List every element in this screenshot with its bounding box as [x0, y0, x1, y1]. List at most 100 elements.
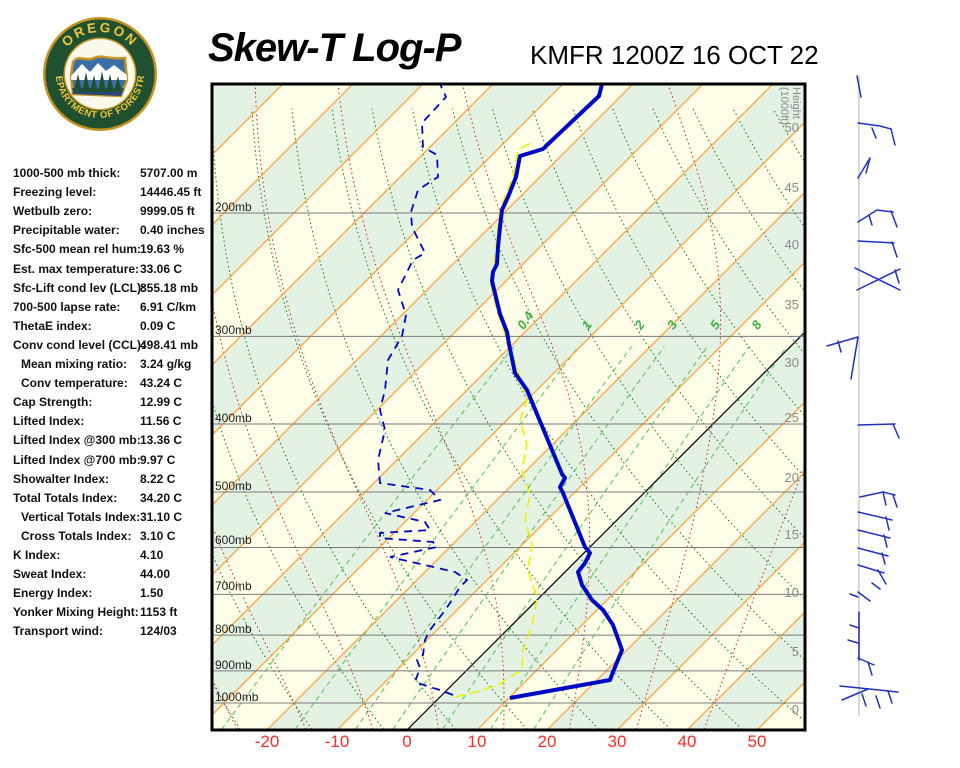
index-value: 13.36 C	[140, 433, 183, 448]
index-value: 3.24 g/kg	[140, 357, 192, 371]
wind-barb	[857, 122, 892, 130]
temp-tick-label: 50	[748, 732, 767, 751]
isotherm	[686, 611, 805, 730]
isotherm	[212, 84, 494, 366]
wind-barb	[861, 693, 867, 707]
wind-barb	[857, 240, 895, 244]
wind-barb	[849, 593, 859, 598]
isotherm	[212, 84, 354, 226]
index-label: Cap Strength:	[13, 395, 93, 410]
wind-barb	[881, 552, 886, 565]
height-label: 0	[792, 702, 799, 717]
mountains	[71, 63, 127, 80]
height-label: 40	[785, 237, 799, 252]
index-value: 9999.05 ft	[140, 204, 195, 219]
index-value: 12.99 C	[140, 395, 183, 410]
height-axis-title: Height	[790, 87, 802, 119]
index-row: Est. max temperature: 33.06 C	[13, 262, 213, 281]
index-row: Transport wind: 124/03	[13, 624, 213, 643]
wind-barb	[837, 340, 842, 353]
isotherm	[266, 191, 805, 730]
isotherm	[212, 84, 214, 86]
isotherm	[212, 84, 704, 576]
index-value: 0.40 inches	[140, 223, 205, 238]
index-label: ThetaE index:	[13, 318, 92, 333]
isotherm	[212, 84, 424, 296]
wind-barb	[882, 491, 887, 506]
index-label: Vertical Totals Index:	[21, 509, 141, 524]
index-value: 5707.00 m	[140, 166, 198, 180]
index-row: Sfc-500 mean rel hum: 19.63 %	[13, 242, 213, 261]
temp-tick-label: 0	[402, 732, 411, 751]
height-label: 10	[785, 585, 799, 600]
index-value: 44.00	[140, 567, 171, 582]
index-label: Wetbulb zero:	[13, 204, 93, 219]
index-row: Yonker Mixing Height: 1153 ft	[13, 605, 213, 624]
index-label: Yonker Mixing Height:	[13, 605, 139, 620]
pressure-label: 600mb	[215, 533, 252, 547]
isotherm	[212, 84, 634, 506]
index-row: ThetaE index: 0.09 C	[13, 319, 213, 338]
index-label: Lifted Index @700 mb:	[13, 452, 141, 467]
wind-barb	[894, 269, 900, 284]
temp-tick-label: -20	[255, 732, 280, 751]
wind-barb	[847, 639, 859, 644]
index-row: Conv temperature: 43.24 C	[13, 376, 213, 395]
index-label: Conv cond level (CCL):	[13, 337, 146, 352]
wind-barb	[883, 534, 888, 548]
temp-tick-label: 40	[678, 732, 697, 751]
index-row: Energy Index: 1.50	[13, 586, 213, 605]
index-label: Sweat Index:	[13, 567, 87, 582]
wind-barb	[892, 423, 900, 439]
pressure-label: 500mb	[215, 479, 252, 493]
height-label: 25	[785, 410, 799, 425]
index-row: Conv cond level (CCL): 498.41 mb	[13, 338, 213, 357]
wind-barb	[865, 157, 871, 174]
index-row: Freezing level: 14446.45 ft	[13, 185, 213, 204]
index-row: Lifted Index @300 mb: 13.36 C	[13, 433, 213, 452]
wind-barbs	[826, 75, 901, 716]
index-label: Conv temperature:	[21, 376, 128, 391]
profiles	[377, 84, 624, 700]
index-value: 33.06 C	[140, 261, 183, 276]
index-value: 855.18 mb	[140, 280, 199, 295]
isotherm	[212, 84, 774, 646]
index-row: K Index: 4.10	[13, 548, 213, 567]
wind-barb	[892, 494, 898, 508]
index-label: Est. max temperature:	[13, 261, 140, 276]
odf-logo: OREGON DEPARTMENT OF FORESTRY	[40, 14, 157, 131]
index-label: Lifted Index @300 mb:	[13, 433, 141, 448]
index-row: Sweat Index: 44.00	[13, 567, 213, 586]
index-value: 0.09 C	[140, 318, 176, 333]
height-label: 45	[785, 180, 799, 195]
wind-barb	[890, 128, 896, 146]
isotherms	[212, 84, 805, 730]
index-label: Sfc-500 mean rel hum:	[13, 242, 142, 257]
index-value: 19.63 %	[140, 242, 185, 257]
temp-tick-label: 30	[608, 732, 627, 751]
index-row: Cross Totals Index: 3.10 C	[13, 529, 213, 548]
wind-barb	[841, 688, 869, 701]
zero-isotherm	[406, 331, 805, 730]
wind-barb	[826, 336, 859, 347]
wind-barb	[857, 547, 889, 557]
index-row: Wetbulb zero: 9999.05 ft	[13, 204, 213, 223]
wind-barb	[868, 214, 873, 226]
temp-tick-label: 10	[468, 732, 487, 751]
wind-barb	[877, 569, 887, 585]
wind-barb	[887, 690, 893, 704]
station-datetime: KMFR 1200Z 16 OCT 22	[530, 40, 819, 70]
isotherm	[546, 471, 805, 730]
index-label: Cross Totals Index:	[21, 528, 132, 543]
index-label: Energy Index:	[13, 586, 93, 601]
pressure-lines	[212, 212, 805, 704]
temp-tick-label: -10	[325, 732, 350, 751]
height-axis-title-units: (1000ft)	[778, 87, 790, 125]
index-label: Mean mixing ratio:	[21, 357, 128, 371]
wind-barb	[891, 241, 898, 258]
pressure-label: 900mb	[215, 658, 252, 672]
index-label: Freezing level:	[13, 185, 97, 200]
index-value: 31.10 C	[140, 509, 183, 524]
